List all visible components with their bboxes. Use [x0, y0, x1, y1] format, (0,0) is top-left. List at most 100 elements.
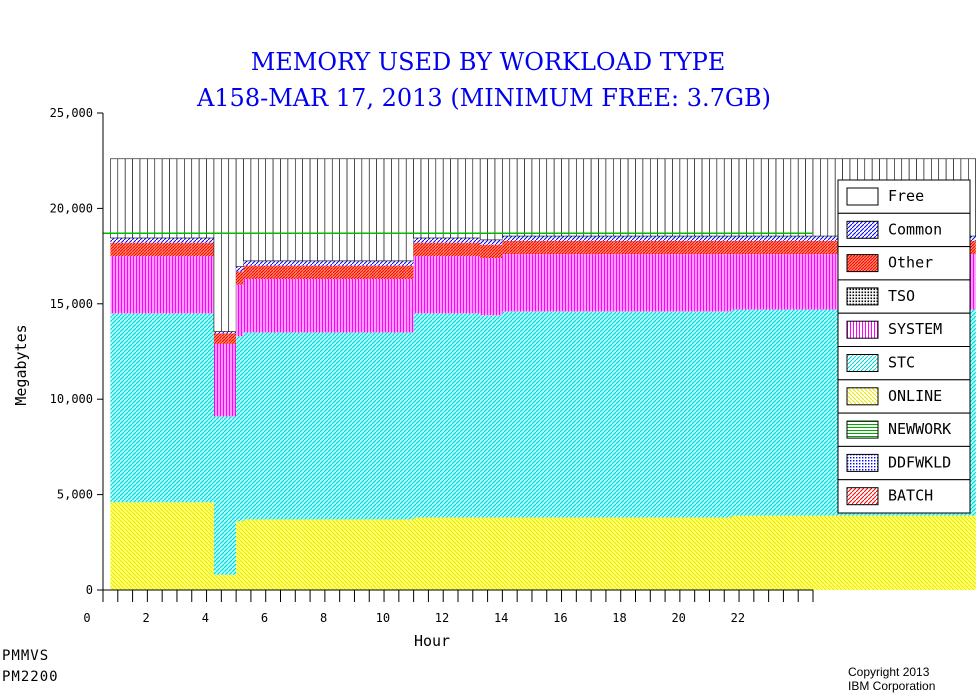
bar-segment-stc	[813, 309, 821, 516]
bar-segment-online	[228, 574, 237, 590]
bar-segment-free	[250, 158, 259, 262]
bar-segment-other	[539, 240, 547, 255]
bar-segment-online	[317, 519, 325, 590]
bar-segment-stc	[709, 311, 717, 518]
bar-segment-common	[191, 237, 200, 243]
bar-segment-common	[243, 260, 251, 266]
bar-segment-free	[531, 158, 540, 237]
bar-segment-free	[568, 158, 577, 237]
bar-segment-free	[435, 158, 444, 239]
bar-segment-free	[738, 158, 747, 237]
bar-segment-online	[953, 515, 961, 590]
copyright-line1: Copyright 2013	[848, 665, 930, 679]
bar-segment-free	[820, 158, 829, 237]
bar-segment-stc	[295, 332, 303, 520]
bar-segment-free	[354, 158, 363, 262]
bar-segment-system	[443, 256, 451, 314]
bar-segment-system	[517, 254, 525, 312]
legend-swatch-tso	[846, 287, 879, 306]
bar-segment-system	[768, 254, 777, 310]
bar-segment-other	[450, 242, 458, 257]
bar-segment-other	[642, 240, 651, 255]
bar-segment-system	[724, 254, 732, 312]
y-ticks-group: 0 5,000 10,000 15,000 20,000 25,000	[50, 106, 103, 597]
bar-segment-stc	[628, 311, 636, 518]
bar-segment-free	[479, 158, 488, 241]
bar-segment-free	[272, 158, 281, 262]
bar-segment-online	[672, 517, 680, 590]
bar-segment-free	[546, 158, 555, 237]
bar-segment-online	[324, 519, 333, 590]
bar-segment-common	[391, 260, 399, 266]
bar-segment-stc	[458, 313, 466, 518]
bar-segment-other	[191, 242, 200, 257]
bar-segment-common	[324, 260, 333, 266]
bar-segment-common	[310, 260, 318, 266]
bar-segment-stc	[561, 311, 569, 518]
bar-segment-online	[132, 502, 140, 590]
bar-segment-online	[273, 519, 281, 590]
bar-segment-system	[702, 254, 710, 312]
bar-segment-stc	[472, 313, 481, 518]
bar-segment-stc	[332, 332, 340, 520]
bar-segment-online	[886, 515, 895, 590]
bar-segment-other	[768, 240, 777, 255]
bar-segment-common	[421, 237, 429, 243]
bar-segment-other	[317, 265, 325, 279]
bar-segment-stc	[657, 311, 666, 518]
bar-segment-system	[206, 256, 214, 314]
bar-segment-other	[273, 265, 281, 279]
bar-segment-system	[790, 254, 799, 310]
bar-segment-online	[443, 517, 451, 590]
bar-segment-common	[317, 260, 325, 266]
bar-segment-other	[509, 240, 518, 255]
bar-segment-system	[199, 256, 207, 314]
bar-segment-system	[561, 254, 569, 312]
bar-segment-stc	[827, 309, 836, 516]
bar-segment-system	[739, 254, 747, 310]
bar-segment-online	[657, 517, 666, 590]
bar-segment-free	[265, 158, 274, 262]
bar-segment-system	[650, 254, 658, 312]
bar-segment-common	[443, 237, 451, 243]
bar-segment-other	[531, 240, 540, 255]
bar-segment-other	[591, 240, 599, 255]
bar-segment-free	[731, 158, 740, 237]
bar-segment-online	[546, 517, 555, 590]
bar-segment-common	[472, 237, 481, 243]
bar-segment-other	[687, 240, 695, 255]
bar-segment-stc	[805, 309, 813, 516]
bar-segment-other	[250, 265, 259, 279]
bar-segment-common	[258, 260, 266, 266]
bar-segment-stc	[605, 311, 614, 518]
bar-segment-stc	[398, 332, 407, 520]
bar-segment-common	[546, 236, 555, 241]
bar-segment-online	[598, 517, 606, 590]
bar-segment-common	[790, 236, 799, 241]
bar-segment-free	[812, 158, 821, 237]
bar-segment-other	[376, 265, 385, 279]
bar-segment-free	[302, 158, 311, 262]
bar-segment-stc	[502, 311, 510, 518]
bar-segment-online	[909, 515, 917, 590]
bar-segment-common	[650, 236, 658, 241]
bar-segment-other	[524, 240, 532, 255]
bar-segment-stc	[428, 313, 436, 518]
bar-segment-online	[813, 515, 821, 590]
bar-segment-stc	[790, 309, 799, 516]
legend-swatch-newwork	[846, 420, 879, 439]
bar-segment-online	[221, 574, 229, 590]
bar-segment-other	[746, 240, 754, 255]
bar-segment-common	[302, 260, 311, 266]
bar-segment-other	[709, 240, 717, 255]
bar-segment-system	[694, 254, 703, 312]
bar-segment-online	[724, 517, 732, 590]
bar-segment-other	[805, 240, 813, 255]
bar-segment-free	[827, 158, 836, 237]
bar-segment-system	[709, 254, 717, 312]
bar-segment-online	[835, 515, 843, 590]
bar-segment-system	[805, 254, 813, 310]
bar-segment-system	[176, 256, 185, 314]
bar-segment-stc	[487, 315, 495, 518]
bar-segment-online	[332, 519, 340, 590]
